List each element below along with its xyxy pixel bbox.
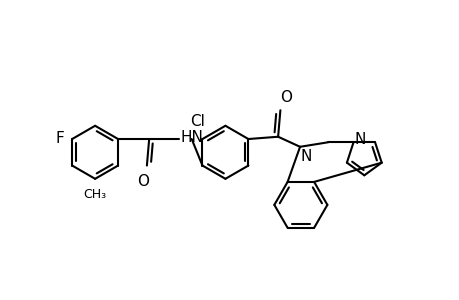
- Text: N: N: [354, 132, 365, 147]
- Text: N: N: [300, 148, 312, 164]
- Text: CH₃: CH₃: [84, 188, 106, 201]
- Text: O: O: [279, 90, 291, 105]
- Text: O: O: [137, 174, 149, 189]
- Text: HN: HN: [180, 130, 203, 145]
- Text: F: F: [55, 130, 64, 146]
- Text: Cl: Cl: [190, 114, 205, 129]
